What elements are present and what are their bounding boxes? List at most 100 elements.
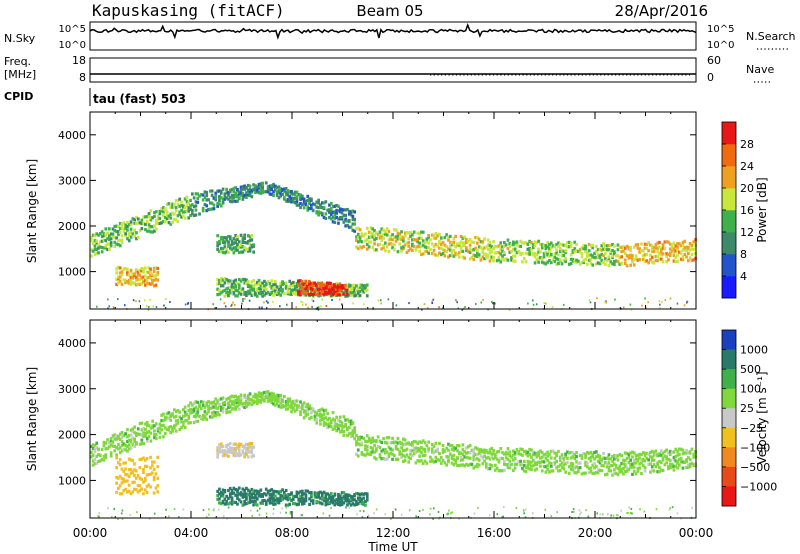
echo-cell [336,293,340,297]
echo-cell [292,283,295,287]
echo-cell [474,464,477,469]
echo-cell [528,462,531,466]
echo-cell [286,193,290,197]
echo-cell [268,392,272,396]
echo-cell [602,254,605,258]
echo-cell [387,242,391,246]
echo-cell [335,422,338,426]
echo-cell [201,413,205,417]
echo-cell [605,462,609,466]
echo-cell [575,460,578,464]
echo-cell [311,501,315,505]
echo-cell [221,235,225,240]
echo-cell [441,248,445,252]
echo-cell [272,499,275,503]
echo-cell [126,428,129,432]
echo-cell [261,294,264,298]
echo-cell [420,450,423,455]
echo-cell [118,244,122,248]
echo-cell [488,251,492,255]
echo-cell [304,409,308,413]
echo-cell [283,404,286,408]
echo-cell [279,194,283,198]
echo-cell [248,490,252,494]
echo-cell [145,304,148,307]
velocity-colorbar-label: Velocity [m s⁻¹] [755,371,769,464]
echo-cell [223,402,227,407]
echo-cell [218,447,221,451]
echo-cell [185,203,189,207]
echo-cell [311,208,315,212]
echo-cell [234,454,237,458]
echo-cell [149,431,153,435]
echo-cell [252,445,255,449]
echo-cell [331,495,335,499]
time-tick-label: 08:00 [275,526,310,540]
echo-cell [405,231,409,235]
echo-cell [346,503,349,507]
echo-cell [683,304,686,307]
echo-cell [137,307,140,310]
echo-cell [458,517,460,520]
echo-cell [421,453,425,457]
echo-cell [685,458,688,462]
echo-cell [459,240,463,244]
echo-cell [667,240,670,244]
echo-cell [573,260,577,264]
echo-cell [120,238,124,242]
echo-cell [255,188,259,192]
echo-cell [274,502,277,506]
echo-cell [210,201,214,205]
echo-cell [678,457,681,462]
echo-cell [329,497,333,501]
echo-cell [228,195,232,200]
echo-cell [154,210,158,214]
echo-cell [106,438,109,442]
echo-cell [641,464,645,468]
echo-cell [126,449,129,453]
echo-cell [535,253,539,257]
echo-cell [674,464,678,468]
echo-cell [476,465,479,469]
echo-cell [524,516,527,519]
echo-cell [645,253,649,257]
echo-cell [151,230,154,234]
echo-cell [670,462,674,466]
echo-cell [237,401,241,405]
echo-cell [620,509,622,512]
echo-cell [230,402,234,406]
echo-cell [142,468,145,472]
echo-cell [362,510,365,513]
echo-cell [223,192,227,196]
echo-cell [299,514,302,517]
echo-cell [163,219,167,224]
echo-cell [400,235,403,239]
echo-cell [659,248,663,252]
echo-cell [290,406,293,410]
echo-cell [503,459,506,464]
echo-cell [499,456,503,460]
echo-cell [144,431,147,435]
echo-cell [676,459,679,463]
colorbar-tick-label: −100 [740,441,770,454]
echo-cell [115,282,118,287]
echo-cell [347,501,351,505]
echo-cell [154,472,158,476]
echo-cell [243,405,246,410]
echo-cell [661,246,665,250]
echo-cell [210,403,214,407]
echo-cell [571,455,575,459]
echo-cell [162,423,165,427]
echo-cell [479,448,483,452]
echo-cell [295,503,299,507]
echo-cell [640,471,643,476]
echo-cell [208,513,210,516]
echo-cell [546,260,549,264]
echo-cell [151,272,154,276]
echo-cell [155,306,158,308]
echo-cell [365,238,369,242]
echo-cell [95,251,99,255]
echo-cell [236,193,239,197]
echo-cell [270,184,274,188]
echo-cell [678,463,681,467]
